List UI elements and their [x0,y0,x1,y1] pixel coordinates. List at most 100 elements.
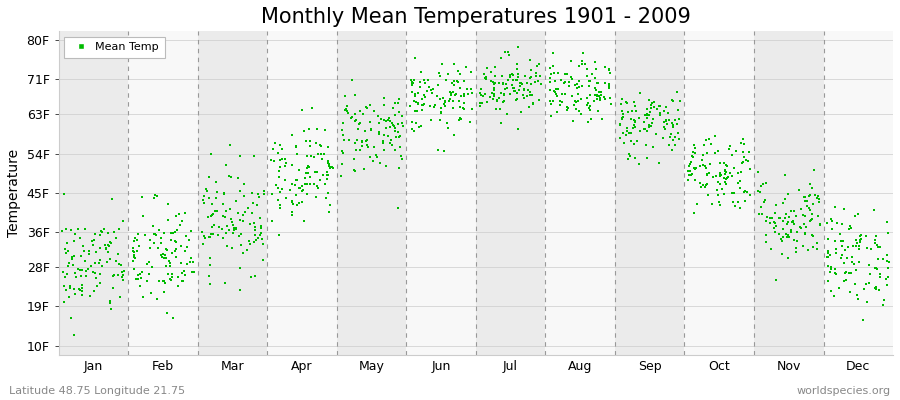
Point [414,123,428,129]
Point [598,64,612,70]
Point [150,245,165,252]
Point [696,162,710,169]
Point [255,236,269,243]
Point [61,262,76,269]
Point [528,70,543,76]
Point [664,147,679,154]
Point [335,161,349,168]
Point [117,268,131,274]
Point [604,100,618,107]
Point [168,239,183,245]
Point [785,219,799,226]
Point [824,288,838,295]
Point [109,235,123,241]
Point [441,125,455,131]
Point [836,206,850,212]
Point [615,116,629,122]
Point [389,134,403,140]
Point [83,292,97,299]
Point [672,98,687,104]
Point [106,285,121,291]
Point [806,233,820,239]
Point [630,138,644,144]
Point [405,82,419,88]
Point [298,175,312,182]
Point [525,91,539,98]
Point [384,142,399,148]
Point [296,186,310,193]
Point [480,99,494,105]
Point [452,117,466,124]
Point [789,213,804,220]
Point [273,163,287,170]
Point [805,232,819,238]
Point [774,236,788,242]
Point [637,125,652,132]
Point [615,114,629,121]
Point [713,170,727,176]
Point [823,252,837,259]
Point [57,190,71,197]
Point [523,66,537,73]
Point [408,90,422,97]
Point [716,160,731,166]
Point [868,264,883,271]
Point [472,90,487,96]
Point [256,191,271,198]
Point [140,278,155,284]
Point [251,234,266,241]
Point [217,190,231,196]
Point [642,112,656,118]
Bar [198,31,267,354]
Point [759,218,773,224]
Point [297,218,311,224]
Point [838,270,852,276]
Point [98,242,112,248]
Point [245,190,259,196]
Point [760,180,774,186]
Point [621,156,635,162]
Point [548,89,562,96]
Point [784,208,798,214]
Point [490,96,504,103]
Point [434,110,448,117]
Point [629,107,643,114]
Point [302,126,316,132]
Point [802,204,816,211]
Point [828,270,842,276]
Point [598,79,613,86]
Point [302,138,317,144]
Point [692,163,706,170]
Point [320,176,334,182]
Point [837,278,851,284]
Point [446,88,460,95]
Point [76,266,90,273]
Point [870,266,885,272]
Point [271,168,285,174]
Point [175,243,189,249]
Point [763,246,778,252]
Point [787,218,801,225]
Point [842,226,856,232]
Point [821,277,835,284]
Point [652,103,666,109]
Point [503,91,517,97]
Point [618,132,633,139]
Point [742,191,757,198]
Point [802,192,816,199]
Point [300,180,314,187]
Point [244,274,258,280]
Point [274,146,289,152]
Point [616,114,630,120]
Point [345,113,359,120]
Point [781,190,796,197]
Point [321,160,336,166]
Point [388,128,402,134]
Point [418,80,432,86]
Point [216,213,230,219]
Point [154,240,168,246]
Point [104,300,118,306]
Point [870,256,885,262]
Point [876,302,890,308]
Point [510,90,525,96]
